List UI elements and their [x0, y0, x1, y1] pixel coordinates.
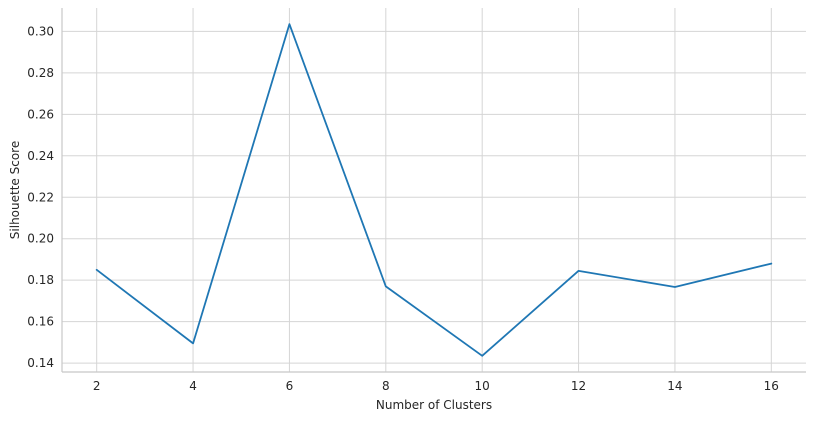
data-point	[96, 269, 98, 271]
y-axis-label: Silhouette Score	[8, 141, 22, 239]
x-tick-label: 14	[667, 379, 682, 393]
x-tick-label: 4	[189, 379, 197, 393]
x-tick-label: 16	[764, 379, 779, 393]
series-line	[95, 23, 773, 357]
data-point	[288, 23, 290, 25]
data-point	[385, 285, 387, 287]
x-tick-label: 6	[286, 379, 294, 393]
data-point	[578, 270, 580, 272]
x-tick-label: 10	[475, 379, 490, 393]
series-layer	[95, 23, 773, 357]
data-point	[192, 342, 194, 344]
y-tick-label: 0.28	[27, 66, 54, 80]
tick-labels: 2 4 6 8 10 12 14 16 0.14 0.16 0.18 0.20 0.22 0.24 0.26…	[27, 24, 779, 393]
x-tick-label: 8	[382, 379, 390, 393]
y-tick-label: 0.30	[27, 24, 54, 38]
data-point	[481, 355, 483, 357]
y-tick-label: 0.20	[27, 232, 54, 246]
y-tick-label: 0.14	[27, 356, 54, 370]
axes	[61, 8, 806, 373]
grid	[62, 8, 806, 372]
y-tick-label: 0.18	[27, 273, 54, 287]
y-tick-label: 0.26	[27, 107, 54, 121]
data-point	[674, 286, 676, 288]
data-point	[770, 263, 772, 265]
y-tick-label: 0.22	[27, 190, 54, 204]
x-axis-label: Number of Clusters	[376, 398, 492, 412]
y-tick-label: 0.24	[27, 149, 54, 163]
x-tick-label: 2	[93, 379, 101, 393]
x-tick-label: 12	[571, 379, 586, 393]
y-tick-label: 0.16	[27, 315, 54, 329]
